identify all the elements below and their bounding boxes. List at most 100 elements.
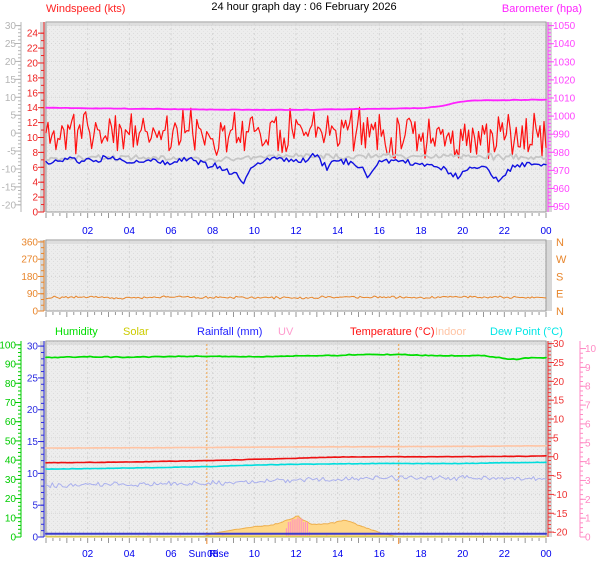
svg-text:-10: -10 <box>2 164 17 175</box>
svg-text:00: 00 <box>540 549 552 560</box>
legend-temperature: Temperature (°C) <box>350 326 435 338</box>
svg-text:14: 14 <box>332 226 344 237</box>
svg-text:990: 990 <box>553 130 570 141</box>
svg-text:08: 08 <box>207 226 219 237</box>
svg-text:-10: -10 <box>553 490 568 501</box>
svg-text:0: 0 <box>10 129 16 140</box>
svg-text:22: 22 <box>499 549 511 560</box>
svg-text:N: N <box>556 237 564 249</box>
svg-text:0: 0 <box>32 533 38 544</box>
svg-text:100: 100 <box>0 340 16 351</box>
legend-rainfall: Rainfall (mm) <box>197 326 263 338</box>
svg-text:4: 4 <box>32 178 38 189</box>
svg-text:0: 0 <box>585 533 591 544</box>
svg-text:20: 20 <box>27 405 39 416</box>
svg-text:18: 18 <box>415 549 427 560</box>
svg-text:10: 10 <box>27 133 39 144</box>
svg-text:24: 24 <box>27 29 39 40</box>
svg-text:1030: 1030 <box>553 57 576 68</box>
svg-text:16: 16 <box>27 88 39 99</box>
svg-text:980: 980 <box>553 148 570 159</box>
svg-text:1050: 1050 <box>553 21 576 32</box>
svg-text:80: 80 <box>5 379 17 390</box>
svg-text:10: 10 <box>5 93 17 104</box>
svg-text:14: 14 <box>27 103 39 114</box>
svg-text:N: N <box>556 306 564 318</box>
svg-text:25: 25 <box>5 39 17 50</box>
svg-text:-20: -20 <box>2 200 17 211</box>
svg-text:S: S <box>556 271 563 283</box>
svg-text:1020: 1020 <box>553 75 576 86</box>
barometer-axis-title: Barometer (hpa) <box>501 3 582 15</box>
svg-text:5: 5 <box>10 111 16 122</box>
svg-text:20: 20 <box>553 377 565 388</box>
svg-text:30: 30 <box>553 339 565 350</box>
svg-text:10: 10 <box>249 549 261 560</box>
svg-text:2: 2 <box>585 495 591 506</box>
svg-text:10: 10 <box>585 344 597 355</box>
svg-text:10: 10 <box>553 415 565 426</box>
svg-text:15: 15 <box>553 396 565 407</box>
svg-text:90: 90 <box>27 289 39 300</box>
svg-text:E: E <box>556 289 563 301</box>
svg-text:1010: 1010 <box>553 94 576 105</box>
legend-uv: UV <box>278 326 294 338</box>
svg-text:1: 1 <box>585 514 591 525</box>
svg-text:25: 25 <box>553 358 565 369</box>
svg-text:20: 20 <box>457 226 469 237</box>
svg-text:2: 2 <box>32 193 38 204</box>
svg-text:-15: -15 <box>2 182 17 193</box>
svg-text:70: 70 <box>5 398 17 409</box>
svg-text:-5: -5 <box>7 147 16 158</box>
svg-text:12: 12 <box>290 549 302 560</box>
svg-text:04: 04 <box>124 549 136 560</box>
svg-text:270: 270 <box>21 255 38 266</box>
svg-text:06: 06 <box>165 549 177 560</box>
page-title: 24 hour graph day : 06 February 2026 <box>211 1 397 13</box>
svg-text:20: 20 <box>5 494 17 505</box>
svg-text:12: 12 <box>290 226 302 237</box>
svg-text:360: 360 <box>21 237 38 248</box>
svg-text:06: 06 <box>165 226 177 237</box>
svg-text:15: 15 <box>27 437 39 448</box>
windspeed-axis-title: Windspeed (kts) <box>46 3 126 15</box>
legend-humidity: Humidity <box>55 326 98 338</box>
svg-text:180: 180 <box>21 272 38 283</box>
svg-text:16: 16 <box>374 226 386 237</box>
svg-text:50: 50 <box>5 436 17 447</box>
svg-text:22: 22 <box>27 44 39 55</box>
svg-text:00: 00 <box>540 226 552 237</box>
svg-text:30: 30 <box>5 475 17 486</box>
svg-text:12: 12 <box>27 118 39 129</box>
svg-text:1000: 1000 <box>553 112 576 123</box>
svg-text:3: 3 <box>585 476 591 487</box>
svg-text:5: 5 <box>585 438 591 449</box>
svg-text:950: 950 <box>553 202 570 213</box>
svg-text:14: 14 <box>332 549 344 560</box>
svg-text:30: 30 <box>5 21 17 32</box>
svg-text:04: 04 <box>124 226 136 237</box>
svg-text:0: 0 <box>10 533 16 544</box>
svg-text:8: 8 <box>32 148 38 159</box>
svg-text:970: 970 <box>553 166 570 177</box>
svg-text:20: 20 <box>27 58 39 69</box>
svg-text:16: 16 <box>374 549 386 560</box>
legend-indoor: Indoor <box>435 326 467 338</box>
svg-text:20: 20 <box>5 57 17 68</box>
svg-text:18: 18 <box>415 226 427 237</box>
svg-text:5: 5 <box>32 501 38 512</box>
svg-text:7: 7 <box>585 401 591 412</box>
svg-text:20: 20 <box>457 549 469 560</box>
svg-text:08: 08 <box>207 549 219 560</box>
svg-text:25: 25 <box>27 373 39 384</box>
svg-text:90: 90 <box>5 360 17 371</box>
legend-solar: Solar <box>123 326 149 338</box>
svg-text:9: 9 <box>585 363 591 374</box>
svg-text:10: 10 <box>5 513 17 524</box>
legend-dew-point: Dew Point (°C) <box>490 326 563 338</box>
svg-text:4: 4 <box>585 457 591 468</box>
svg-text:0: 0 <box>32 208 38 219</box>
svg-text:6: 6 <box>32 163 38 174</box>
svg-text:10: 10 <box>27 469 39 480</box>
